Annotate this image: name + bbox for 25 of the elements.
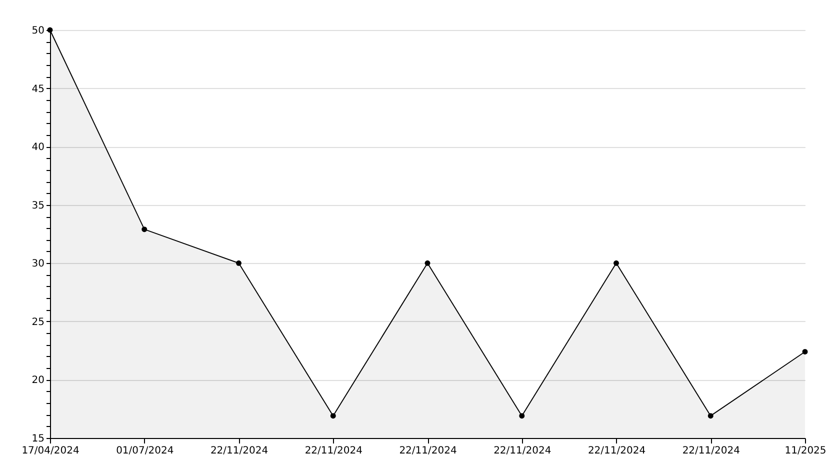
x-tick-label: 17/04/2024: [22, 446, 80, 456]
y-tick-label: 25: [32, 316, 44, 328]
y-tick-label: 30: [32, 258, 44, 270]
y-tick-label: 45: [32, 84, 44, 95]
y-tick-label: 35: [32, 200, 44, 212]
x-tick-label: 11/2025: [784, 446, 826, 456]
x-tick-label: 22/11/2024: [210, 446, 268, 456]
x-tick-label: 22/11/2024: [304, 446, 362, 456]
y-tick-label: 15: [32, 434, 44, 444]
x-tick-label: 01/07/2024: [116, 446, 174, 456]
x-tick-label: 22/11/2024: [399, 446, 457, 456]
x-tick-label: 22/11/2024: [588, 446, 646, 456]
y-tick-label: 20: [32, 375, 44, 386]
point: [802, 349, 808, 354]
point: [708, 413, 714, 419]
point: [424, 260, 430, 266]
y-tick-label: 50: [32, 26, 44, 36]
point: [142, 226, 148, 232]
x-tick-label: 22/11/2024: [494, 446, 552, 456]
point: [614, 260, 619, 266]
point: [236, 260, 242, 266]
y-tick-label: 40: [32, 142, 44, 154]
x-tick-label: 22/11/2024: [682, 446, 740, 456]
point: [330, 413, 336, 419]
point: [519, 413, 525, 419]
